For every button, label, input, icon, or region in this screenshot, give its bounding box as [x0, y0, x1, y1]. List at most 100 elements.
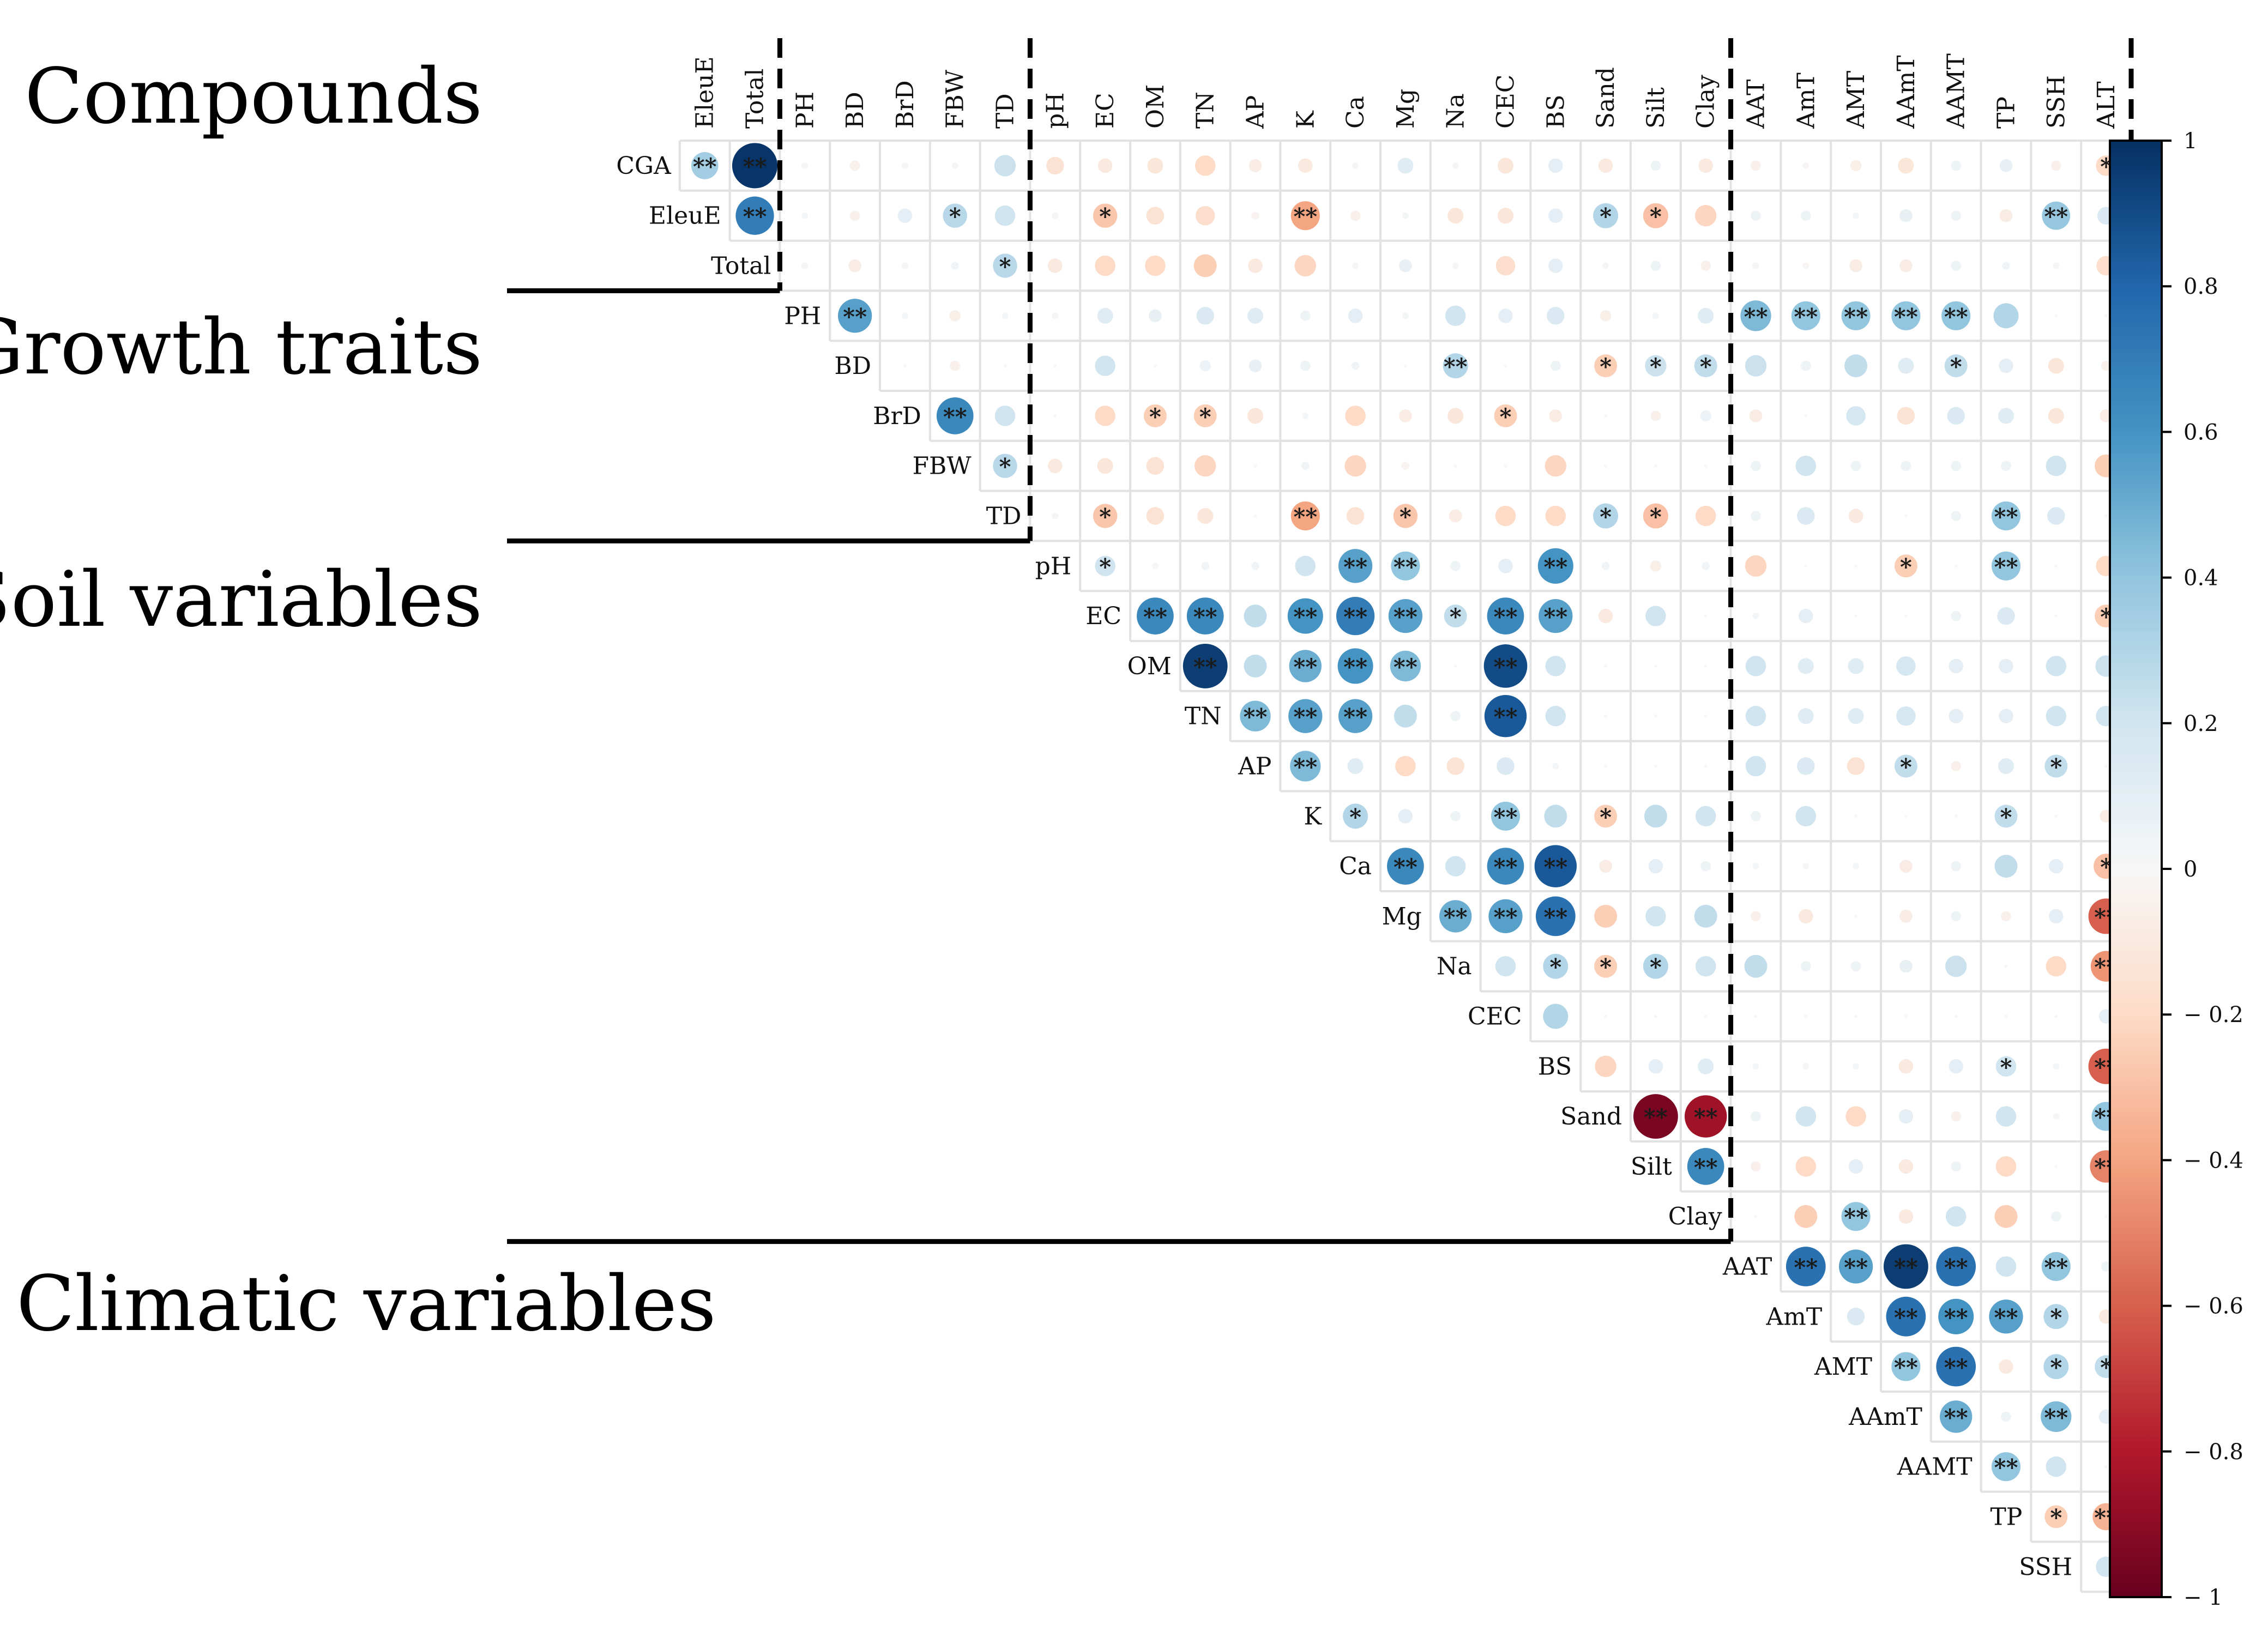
row-label-sand: Sand: [1560, 1103, 1622, 1131]
cell-mg-ssh: [2049, 909, 2064, 924]
cell-silt-aamt: [1898, 1159, 1914, 1174]
cell-ph-amt: [1854, 564, 1858, 568]
cell-ph-mg: [1391, 551, 1420, 581]
cell-k-ca: [1343, 803, 1368, 829]
cell-total-amt: [1849, 259, 1862, 273]
cell-ph-sand: [1600, 310, 1612, 322]
cell-eleue-clay: [1695, 205, 1717, 227]
cell-fbw-amt: [1850, 461, 1861, 472]
cell-td-mg: [1393, 504, 1418, 528]
cell-bd-fbw: [950, 360, 961, 371]
cell-fbw-tp: [2001, 461, 2011, 472]
cell-silt-amt: [1848, 1159, 1863, 1174]
cell-mg-amt: [1799, 909, 1813, 924]
col-label-total: Total: [741, 69, 769, 129]
sig-aat-aamt: **: [1894, 1254, 1918, 1281]
cell-aat-amt: [1786, 1247, 1826, 1286]
cell-total-aat: [1752, 262, 1759, 269]
cell-cga-aamt: [1951, 160, 1962, 171]
cell-cga-na: [1452, 162, 1459, 169]
group-labels: Compounds Growth traits Soil variables Clim…: [0, 52, 716, 1349]
cell-ec-bs: [1539, 599, 1573, 633]
cell-bs-ssh: [2053, 1063, 2060, 1070]
cell-amt-aamt: [1891, 1352, 1921, 1381]
cell-ph-amt: [1841, 301, 1871, 330]
cell-na-amt: [1850, 961, 1861, 972]
sig-k-sand: *: [1600, 803, 1612, 830]
cell-tn-amt: [1848, 708, 1864, 724]
cell-ph-ssh: [2054, 314, 2058, 318]
sig-amt-ssh: *: [2050, 1354, 2062, 1381]
cell-total-cec: [1495, 256, 1516, 276]
cell-eleue-bs: [1548, 208, 1563, 223]
cell-eleue-ssh: [2042, 201, 2071, 230]
cell-ec-om: [1137, 597, 1174, 634]
row-label-clay: Clay: [1668, 1203, 1722, 1231]
cell-ap-aat: [1745, 755, 1766, 777]
sig-bs-tp: *: [2000, 1054, 2012, 1080]
cell-om-clay: [1704, 664, 1708, 668]
cell-silt-amt: [1795, 1156, 1817, 1177]
cell-ec-aat: [1752, 613, 1759, 620]
cell-fbw-silt: [1654, 464, 1657, 468]
cell-amt-tp: [1999, 1359, 2013, 1374]
cell-k-clay: [1695, 806, 1716, 827]
cell-total-clay: [1700, 261, 1711, 271]
cell-ph-na: [1445, 305, 1466, 327]
cell-ap-mg: [1395, 755, 1416, 777]
cell-cga-ssh: [2050, 160, 2061, 171]
cell-ca-tp: [1994, 855, 2018, 878]
cell-amt-aamt: [1938, 1298, 1974, 1334]
cell-ap-silt: [1654, 764, 1657, 768]
cell-bd-amt: [1800, 360, 1811, 371]
cell-cga-clay: [1698, 158, 1713, 173]
cell-mg-sand: [1594, 904, 1618, 928]
cell-amt-tp: [1989, 1299, 2023, 1334]
cell-sand-amt: [1845, 1106, 1866, 1127]
cell-bs-sand: [1595, 1055, 1616, 1077]
cell-ph-bd: [837, 299, 872, 333]
cell-eleue-brd: [897, 208, 913, 223]
row-label-om: OM: [1127, 652, 1172, 680]
cell-ph-cec: [1498, 559, 1513, 573]
cell-ph-aat: [1740, 300, 1771, 331]
row-label-eleue: EleuE: [649, 202, 721, 230]
cell-td-bs: [1545, 505, 1566, 527]
cell-td-tn: [1197, 507, 1214, 524]
cell-mg-aamt: [1899, 910, 1913, 923]
cell-tn-cec: [1484, 694, 1527, 738]
row-label-ssh: SSH: [2019, 1553, 2072, 1581]
group-label-soil-variables: Soil variables: [0, 555, 482, 644]
cell-ca-amt: [1853, 863, 1860, 870]
cell-bd-td: [1003, 364, 1007, 368]
cell-ph-ec: [1097, 307, 1113, 324]
cell-ph-fbw: [949, 310, 961, 322]
cell-fbw-ap: [1253, 464, 1257, 468]
cell-na-ssh: [2046, 956, 2067, 977]
cell-k-aamt: [1904, 814, 1908, 818]
cell-ph-td: [1002, 312, 1009, 319]
sig-ap-ssh: *: [2050, 754, 2062, 781]
sig-ca-mg: **: [1394, 854, 1417, 880]
cell-bd-ap: [1248, 359, 1262, 372]
cell-om-bs: [1545, 656, 1566, 676]
cell-cga-ap: [1248, 159, 1262, 172]
sig-bd-aamt: *: [1950, 353, 1962, 380]
row-label-cga: CGA: [616, 152, 672, 180]
cell-cga-eleue: [691, 152, 719, 179]
cell-bd-alt: [2101, 360, 2112, 371]
cell-ca-aat: [1752, 863, 1759, 870]
col-label-aat: AAT: [1742, 80, 1770, 130]
cell-eleue-ph: [1052, 212, 1059, 219]
cell-tn-mg: [1394, 704, 1417, 728]
cell-tn-tp: [1999, 709, 2013, 723]
cell-td-ca: [1346, 507, 1365, 525]
cell-brd-ap: [1247, 408, 1264, 424]
cell-td-aat: [1751, 511, 1761, 521]
cell-k-silt: [1644, 805, 1667, 828]
sig-ca-bs: **: [1543, 854, 1567, 880]
cell-total-sand: [1602, 262, 1609, 269]
sig-brd-cec: *: [1500, 403, 1512, 430]
sig-eleue-ec: *: [1099, 203, 1111, 230]
